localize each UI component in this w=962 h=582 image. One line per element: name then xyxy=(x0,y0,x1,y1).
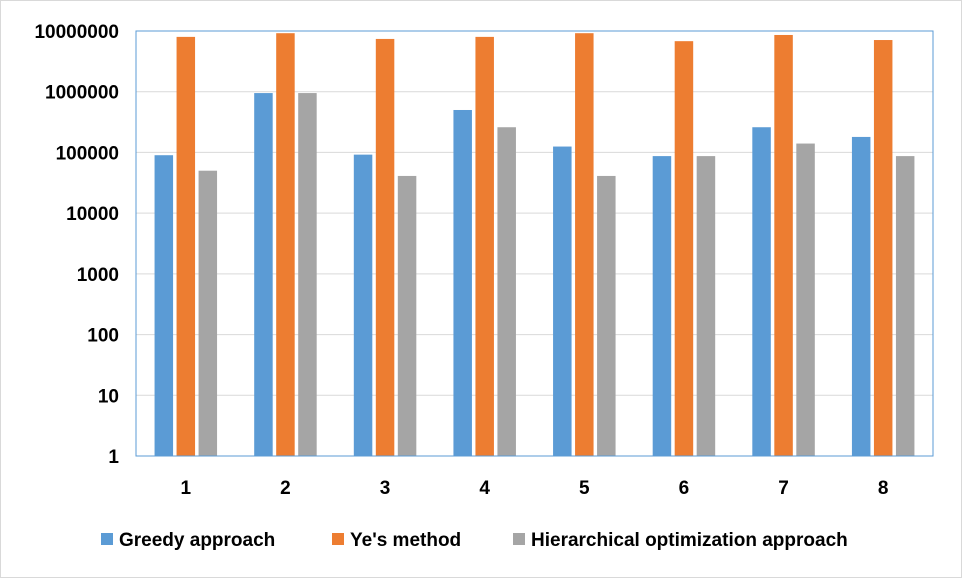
x-tick-label: 7 xyxy=(778,478,789,499)
y-tick-label: 100000 xyxy=(56,143,119,164)
bar xyxy=(674,41,694,457)
y-tick-label: 1 xyxy=(108,447,119,468)
bar xyxy=(652,156,672,456)
bar xyxy=(597,175,616,457)
bar xyxy=(873,40,893,457)
bar xyxy=(851,136,871,457)
bar xyxy=(774,34,793,457)
bar xyxy=(276,33,295,456)
legend-swatch xyxy=(332,533,344,545)
y-tick-label: 10 xyxy=(98,386,119,407)
x-tick-label: 5 xyxy=(579,478,590,499)
legend-label: Hierarchical optimization approach xyxy=(531,530,848,551)
bar xyxy=(397,175,417,457)
bar xyxy=(154,155,174,456)
x-axis-ticks: 1 2 3 4 5 6 7 8 xyxy=(181,478,889,499)
x-tick-label: 8 xyxy=(878,478,889,499)
legend-swatch xyxy=(513,533,525,545)
bar xyxy=(375,38,395,456)
bar xyxy=(298,93,317,457)
x-tick-label: 4 xyxy=(479,478,490,499)
y-tick-label: 1000 xyxy=(77,265,119,286)
plot-area-border xyxy=(135,30,934,457)
x-tick-label: 3 xyxy=(380,478,391,499)
bar xyxy=(575,33,594,456)
bar xyxy=(453,109,472,457)
y-tick-label: 10000000 xyxy=(34,22,119,43)
y-tick-label: 10000 xyxy=(66,204,119,225)
bar xyxy=(895,156,915,456)
bar xyxy=(198,170,218,457)
legend-label: Ye's method xyxy=(350,530,461,551)
bar xyxy=(353,154,373,456)
legend-swatch xyxy=(101,533,113,545)
x-tick-label: 6 xyxy=(679,478,690,499)
bars xyxy=(154,33,915,457)
x-tick-label: 2 xyxy=(280,478,291,499)
bar xyxy=(475,36,494,457)
bar xyxy=(696,156,716,456)
legend: Greedy approach Ye's method Hierarchical o… xyxy=(101,530,848,551)
bar xyxy=(176,36,196,457)
bar xyxy=(553,146,572,457)
y-tick-label: 100 xyxy=(87,326,119,347)
bar xyxy=(254,93,273,457)
bar xyxy=(752,127,771,456)
bar xyxy=(796,143,815,456)
bar xyxy=(497,127,516,456)
y-tick-label: 1000000 xyxy=(45,83,119,104)
y-axis-ticks: 1 10 100 1000 10000 100000 1000000 10000000 xyxy=(34,22,119,468)
legend-label: Greedy approach xyxy=(119,530,275,551)
x-tick-label: 1 xyxy=(181,478,192,499)
